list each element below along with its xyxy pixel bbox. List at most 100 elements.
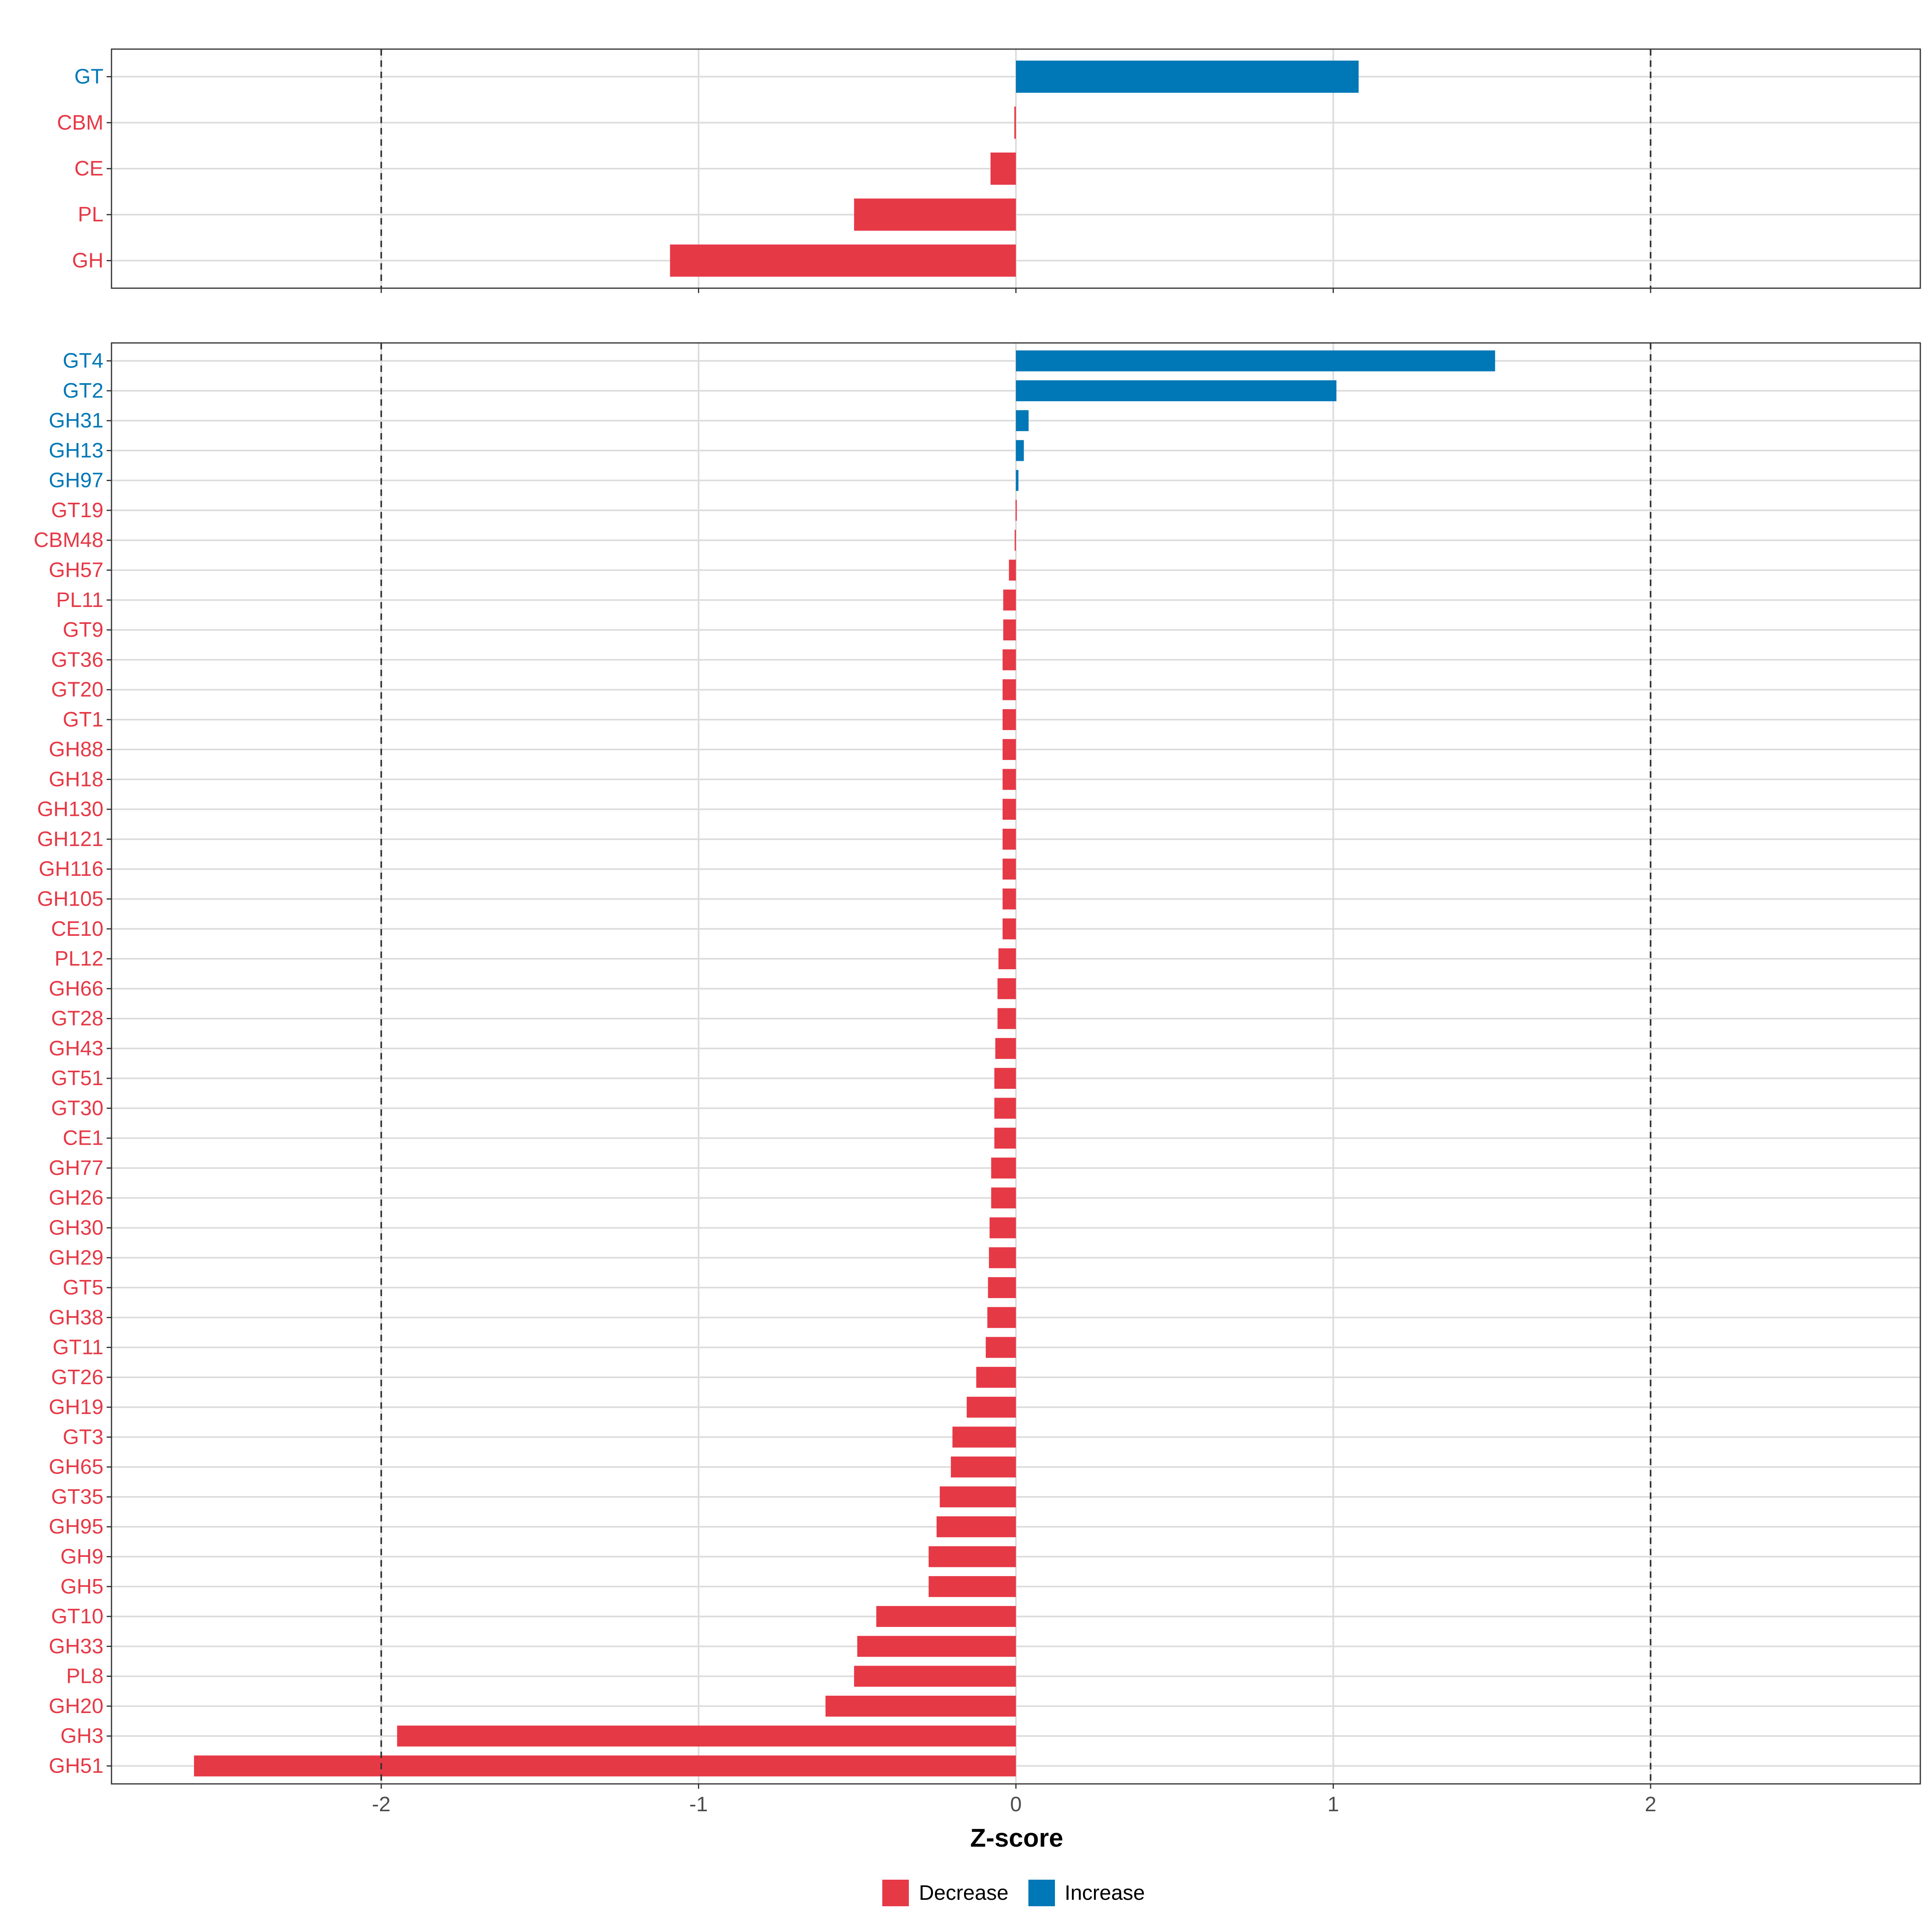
bar-CBM bbox=[1014, 106, 1016, 139]
bar-PL11 bbox=[1003, 589, 1016, 611]
category-label: GH88 bbox=[49, 738, 103, 761]
category-label: GT51 bbox=[51, 1067, 103, 1090]
category-label: GH105 bbox=[37, 887, 103, 910]
panels: GT CBM CE PL GH GT4 GT2 GH31 GH13 GH97 GT19 CBM48 GH… bbox=[34, 48, 1921, 1789]
bar-PL8 bbox=[854, 1666, 1016, 1687]
legend: Decrease Increase bbox=[882, 1880, 1145, 1906]
bar-GH19 bbox=[966, 1397, 1016, 1418]
category-label: GH97 bbox=[49, 469, 103, 492]
bar-PL bbox=[854, 198, 1016, 231]
category-label: GT20 bbox=[51, 678, 103, 702]
category-label: GH19 bbox=[49, 1395, 103, 1419]
bar-GH97 bbox=[1016, 470, 1019, 491]
x-tick-label: 1 bbox=[1327, 1793, 1339, 1816]
panel-family: GT4 GT2 GH31 GH13 GH97 GT19 CBM48 GH57 PL11 GT9 GT… bbox=[34, 342, 1921, 1789]
category-label: CBM48 bbox=[34, 528, 103, 552]
bar-GH5 bbox=[929, 1576, 1016, 1597]
category-label: GH5 bbox=[60, 1575, 103, 1598]
category-label: GH18 bbox=[49, 768, 103, 791]
bar-CE bbox=[990, 153, 1016, 185]
bar-GH95 bbox=[936, 1516, 1016, 1538]
bar-GT4 bbox=[1016, 350, 1495, 372]
category-label: GT19 bbox=[51, 499, 103, 522]
bar-GH65 bbox=[951, 1456, 1016, 1478]
category-label: CE bbox=[74, 157, 103, 180]
category-label: GH116 bbox=[39, 857, 103, 881]
category-label: GH bbox=[72, 249, 103, 272]
category-label: GT9 bbox=[63, 618, 103, 642]
x-tick-label: -1 bbox=[689, 1793, 708, 1816]
category-label: GT30 bbox=[51, 1096, 103, 1120]
category-label: GH77 bbox=[49, 1156, 103, 1180]
bar-GT1 bbox=[1002, 709, 1016, 730]
bar-CE10 bbox=[1002, 918, 1016, 939]
bar-GT9 bbox=[1003, 619, 1016, 641]
category-label: GH3 bbox=[60, 1724, 103, 1748]
bar-GH130 bbox=[1002, 799, 1016, 820]
category-label: GH33 bbox=[49, 1635, 103, 1658]
bar-GH30 bbox=[989, 1217, 1016, 1238]
x-axis: -2 -1 0 1 2 bbox=[372, 1793, 1656, 1816]
category-label: GH65 bbox=[49, 1455, 103, 1479]
bar-CBM48 bbox=[1014, 530, 1016, 551]
category-label: PL11 bbox=[56, 588, 103, 612]
bar-GH bbox=[670, 244, 1016, 277]
category-label: PL12 bbox=[55, 947, 103, 970]
category-label: GH31 bbox=[49, 409, 103, 432]
category-label: GT36 bbox=[51, 648, 103, 671]
category-label: GH43 bbox=[49, 1037, 103, 1060]
bar-GH57 bbox=[1009, 559, 1016, 581]
bar-GH9 bbox=[929, 1546, 1016, 1567]
category-label: CBM bbox=[57, 111, 103, 134]
bar-GH3 bbox=[397, 1726, 1016, 1747]
bar-GT28 bbox=[997, 1008, 1016, 1029]
bar-GH88 bbox=[1002, 739, 1016, 760]
bar-GH77 bbox=[991, 1157, 1016, 1179]
category-label: CE10 bbox=[51, 917, 103, 941]
category-label: GT26 bbox=[51, 1366, 103, 1389]
category-label: GH51 bbox=[49, 1754, 103, 1777]
bar-GT30 bbox=[994, 1098, 1016, 1119]
x-tick-label: -2 bbox=[372, 1793, 390, 1816]
bar-GH105 bbox=[1002, 888, 1016, 910]
category-label: GH121 bbox=[37, 828, 103, 851]
bar-GH121 bbox=[1002, 828, 1016, 850]
bar-GH31 bbox=[1016, 410, 1029, 431]
category-label: GT bbox=[74, 65, 103, 89]
category-label: PL bbox=[78, 203, 103, 226]
category-label: GH26 bbox=[49, 1186, 103, 1210]
category-label: GH38 bbox=[49, 1306, 103, 1329]
category-label: GT11 bbox=[53, 1336, 103, 1359]
category-label: GH66 bbox=[49, 977, 103, 1000]
bar-GH13 bbox=[1016, 440, 1024, 461]
x-tick-label: 0 bbox=[1010, 1793, 1022, 1816]
bar-GT19 bbox=[1016, 500, 1017, 521]
category-label: GT2 bbox=[63, 379, 103, 402]
category-label: GH29 bbox=[49, 1246, 103, 1269]
bar-GH29 bbox=[989, 1247, 1016, 1268]
category-label: GH95 bbox=[49, 1515, 103, 1538]
bar-GH18 bbox=[1002, 769, 1016, 790]
bar-GT20 bbox=[1002, 679, 1016, 700]
bar-GT10 bbox=[876, 1606, 1016, 1627]
x-tick-label: 2 bbox=[1645, 1793, 1656, 1816]
category-label: GH13 bbox=[49, 439, 103, 462]
bar-GT36 bbox=[1002, 649, 1016, 671]
bar-CE1 bbox=[994, 1127, 1016, 1149]
category-label: GT3 bbox=[63, 1425, 103, 1449]
category-label: GH130 bbox=[37, 798, 103, 821]
bar-GH38 bbox=[987, 1307, 1016, 1328]
bar-GT3 bbox=[952, 1426, 1016, 1448]
panel-class: GT CBM CE PL GH bbox=[57, 48, 1921, 293]
category-label: GH9 bbox=[60, 1545, 103, 1569]
category-label: CE1 bbox=[63, 1127, 103, 1150]
bar-GH43 bbox=[995, 1038, 1016, 1059]
legend-label-decrease: Decrease bbox=[919, 1881, 1009, 1905]
category-label: PL8 bbox=[66, 1665, 103, 1688]
bar-GT11 bbox=[986, 1337, 1016, 1358]
bar-GT5 bbox=[988, 1277, 1016, 1298]
bar-GH116 bbox=[1002, 859, 1016, 880]
legend-label-increase: Increase bbox=[1065, 1881, 1145, 1905]
bar-GH26 bbox=[991, 1187, 1016, 1209]
